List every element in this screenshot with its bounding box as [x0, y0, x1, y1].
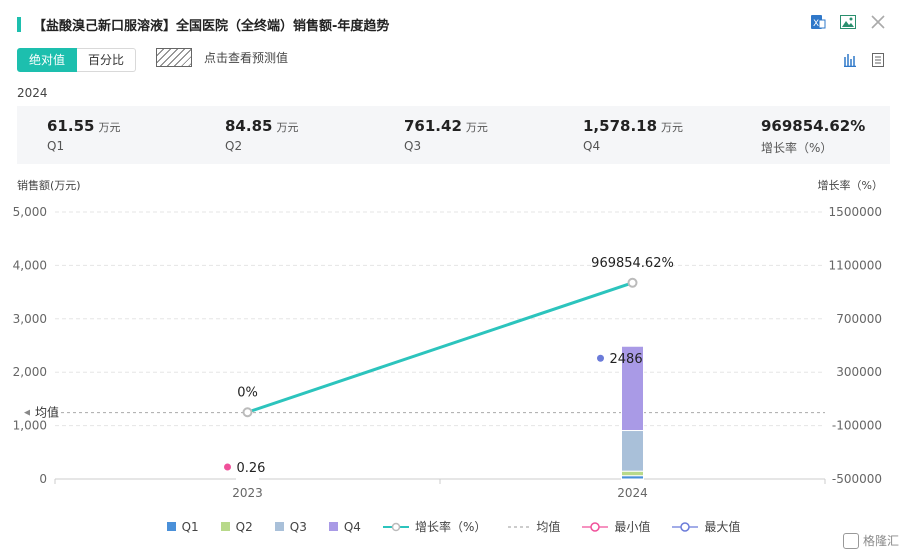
x-tick-label: 2024: [617, 486, 648, 500]
y2-axis-title: 增长率（%）: [817, 179, 883, 192]
y-tick-label: 2,000: [13, 365, 47, 379]
y2-tick-label: 1500000: [829, 205, 882, 219]
watermark-logo-icon: [842, 532, 859, 549]
legend-item[interactable]: Q4: [328, 518, 361, 535]
legend-label: 增长率（%）: [414, 520, 487, 534]
summary-growth: 969854.62% 增长率（%）: [761, 116, 865, 156]
y-tick-label: 1,000: [13, 419, 47, 433]
summary-label: Q3: [404, 139, 422, 153]
legend-line-icon: [382, 522, 409, 531]
summary-unit: 万元: [465, 121, 488, 134]
legend-swatch: [220, 522, 230, 531]
growth-data-label: 0%: [237, 385, 258, 400]
chart-legend: Q1 Q2 Q3 Q4 增长率（%） 均值 最小值 最大值: [0, 518, 907, 535]
growth-point: [242, 407, 253, 418]
legend-label: 最大值: [704, 520, 741, 534]
summary-label: Q2: [225, 139, 243, 153]
x-tick-label: 2023: [232, 486, 263, 500]
summary-value: 761.42: [404, 117, 462, 135]
legend-item[interactable]: Q2: [220, 518, 253, 535]
legend-label: Q3: [289, 519, 307, 534]
legend-label: 均值: [536, 520, 561, 534]
y2-tick-label: -100000: [832, 419, 882, 433]
bar-q2: [621, 470, 644, 477]
forecast-toggle[interactable]: 点击查看预测值: [156, 48, 288, 67]
legend-swatch: [274, 522, 284, 531]
summary-value: 969854.62%: [761, 117, 866, 135]
svg-text:X: X: [813, 19, 819, 29]
max-marker: [597, 354, 604, 362]
watermark: 格隆汇: [842, 532, 899, 549]
table-view-icon[interactable]: [869, 51, 887, 69]
summary-label: Q4: [583, 139, 601, 153]
y-axis-title: 销售额(万元): [17, 179, 81, 192]
summary-q3: 761.42 万元 Q3: [404, 116, 488, 153]
watermark-text: 格隆汇: [862, 534, 899, 548]
bar-q3: [621, 430, 644, 472]
y2-tick-label: 1100000: [829, 258, 882, 272]
legend-item[interactable]: 均值: [508, 518, 560, 535]
legend-label: Q1: [181, 519, 199, 534]
summary-unit: 万元: [276, 121, 299, 134]
legend-swatch: [328, 522, 338, 531]
y-tick-label: 3,000: [13, 312, 47, 326]
summary-value: 61.55: [47, 117, 95, 135]
bar-q1: [236, 478, 259, 480]
y2-tick-label: 700000: [836, 312, 882, 326]
legend-label: Q4: [343, 519, 361, 534]
summary-unit: 万元: [98, 121, 121, 134]
summary-label: 增长率（%）: [761, 141, 833, 155]
percent-button[interactable]: 百分比: [77, 48, 137, 72]
min-data-label: 0.26: [237, 461, 266, 476]
mean-marker-icon: [24, 409, 30, 416]
value-mode-toggle: 绝对值 百分比: [17, 48, 137, 72]
summary-q2: 84.85 万元 Q2: [225, 116, 298, 153]
summary-q4: 1,578.18 万元 Q4: [583, 116, 683, 153]
legend-item[interactable]: 最小值: [582, 518, 650, 535]
legend-swatch: [166, 522, 176, 531]
legend-item[interactable]: Q1: [166, 518, 199, 535]
legend-item[interactable]: 最大值: [672, 518, 740, 535]
page-title: 【盐酸溴己新口服溶液】全国医院（全终端）销售额-年度趋势: [33, 18, 390, 34]
summary-panel: 61.55 万元 Q1 84.85 万元 Q2 761.42 万元 Q3 1,578.…: [17, 106, 890, 164]
excel-export-icon[interactable]: X: [809, 13, 827, 31]
header-actions: X: [809, 13, 887, 31]
bar-chart-icon[interactable]: [841, 51, 859, 69]
image-export-icon[interactable]: [839, 13, 857, 31]
y-tick-label: 5,000: [13, 205, 47, 219]
legend-label: 最小值: [614, 520, 651, 534]
growth-data-label: 969854.62%: [591, 256, 674, 271]
summary-q1: 61.55 万元 Q1: [47, 116, 120, 153]
absolute-value-button[interactable]: 绝对值: [17, 48, 78, 72]
forecast-label: 点击查看预测值: [204, 51, 289, 65]
mean-label: 均值: [35, 405, 59, 420]
bar-q4: [621, 345, 644, 432]
y2-tick-label: 300000: [836, 365, 882, 379]
legend-item[interactable]: Q3: [274, 518, 307, 535]
title-accent-bar: [17, 16, 21, 32]
y-tick-label: 0: [39, 472, 47, 486]
growth-point: [627, 277, 638, 288]
growth-line: [247, 281, 633, 414]
legend-circle-icon: [582, 521, 609, 532]
legend-item[interactable]: 增长率（%）: [382, 518, 487, 535]
summary-label: Q1: [47, 139, 65, 153]
y-tick-label: 4,000: [13, 258, 47, 272]
close-icon[interactable]: [869, 13, 887, 31]
summary-value: 1,578.18: [583, 117, 658, 135]
summary-value: 84.85: [225, 117, 273, 135]
legend-label: Q2: [235, 519, 253, 534]
legend-circle-icon: [672, 521, 699, 532]
forecast-hatch-icon: [156, 48, 192, 67]
chart-header: 【盐酸溴己新口服溶液】全国医院（全终端）销售额-年度趋势: [17, 14, 389, 34]
view-switcher: [841, 51, 887, 69]
summary-year: 2024: [17, 86, 48, 100]
min-marker: [224, 463, 231, 471]
legend-dash-icon: [508, 526, 531, 527]
max-data-label: 2486: [610, 352, 643, 367]
y2-tick-label: -500000: [832, 472, 882, 486]
summary-unit: 万元: [661, 121, 684, 134]
